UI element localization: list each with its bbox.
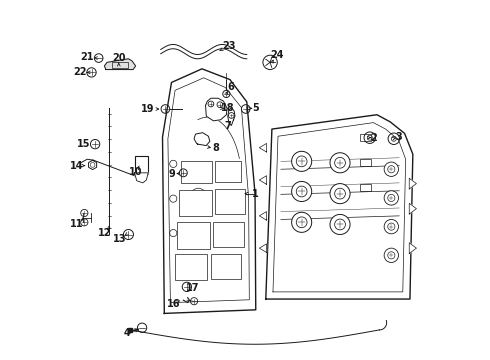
Bar bbox=[177, 222, 210, 249]
Text: 21: 21 bbox=[80, 52, 94, 62]
Text: 23: 23 bbox=[222, 41, 236, 50]
Text: 18: 18 bbox=[221, 103, 235, 113]
Text: 24: 24 bbox=[270, 50, 283, 60]
Circle shape bbox=[292, 181, 312, 202]
Polygon shape bbox=[259, 176, 267, 184]
Text: 7: 7 bbox=[224, 121, 231, 131]
Polygon shape bbox=[409, 178, 416, 189]
Circle shape bbox=[384, 220, 398, 234]
Circle shape bbox=[384, 191, 398, 205]
Text: 16: 16 bbox=[167, 299, 180, 309]
Bar bbox=[211, 254, 242, 279]
Circle shape bbox=[330, 153, 350, 173]
Polygon shape bbox=[259, 143, 267, 152]
Bar bbox=[360, 134, 370, 140]
Text: 4: 4 bbox=[123, 328, 130, 338]
Text: 17: 17 bbox=[186, 283, 200, 293]
Bar bbox=[175, 254, 207, 280]
Text: 10: 10 bbox=[129, 167, 143, 177]
Polygon shape bbox=[194, 133, 210, 145]
Circle shape bbox=[292, 212, 312, 232]
Polygon shape bbox=[259, 212, 267, 220]
Bar bbox=[215, 189, 245, 214]
Polygon shape bbox=[266, 115, 413, 299]
Polygon shape bbox=[409, 243, 416, 253]
Text: 12: 12 bbox=[98, 228, 111, 238]
Polygon shape bbox=[409, 203, 416, 214]
Polygon shape bbox=[135, 173, 148, 183]
Text: 11: 11 bbox=[70, 219, 83, 229]
Bar bbox=[213, 222, 244, 247]
Polygon shape bbox=[163, 69, 256, 314]
Polygon shape bbox=[104, 59, 136, 69]
Circle shape bbox=[384, 248, 398, 262]
Circle shape bbox=[330, 215, 350, 234]
Text: 6: 6 bbox=[227, 82, 234, 92]
Polygon shape bbox=[259, 244, 267, 252]
Bar bbox=[360, 159, 370, 166]
Polygon shape bbox=[205, 98, 227, 121]
Text: 19: 19 bbox=[141, 104, 154, 114]
Bar bbox=[112, 62, 128, 68]
Circle shape bbox=[292, 151, 312, 171]
Text: 9: 9 bbox=[168, 168, 175, 179]
Bar bbox=[181, 161, 212, 183]
Text: 13: 13 bbox=[113, 234, 126, 244]
Circle shape bbox=[384, 162, 398, 176]
Text: 22: 22 bbox=[74, 67, 87, 77]
Text: 2: 2 bbox=[371, 133, 377, 143]
Text: 3: 3 bbox=[396, 132, 403, 142]
Bar bbox=[179, 190, 212, 216]
Polygon shape bbox=[228, 108, 235, 126]
Text: 20: 20 bbox=[112, 53, 125, 63]
Text: 14: 14 bbox=[71, 161, 84, 171]
Circle shape bbox=[330, 184, 350, 204]
Text: 15: 15 bbox=[77, 139, 90, 149]
Bar bbox=[360, 184, 370, 191]
Bar bbox=[215, 161, 242, 182]
Bar bbox=[135, 156, 148, 174]
Text: 8: 8 bbox=[212, 143, 219, 153]
Text: 1: 1 bbox=[252, 189, 259, 199]
Text: 5: 5 bbox=[252, 103, 259, 113]
